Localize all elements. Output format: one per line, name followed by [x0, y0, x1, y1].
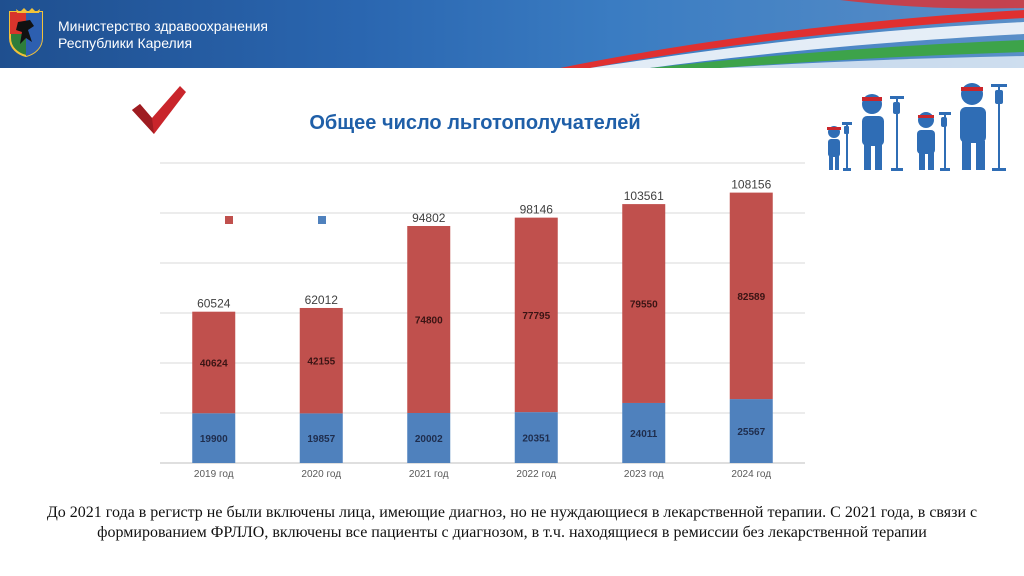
total-label: 98146	[520, 203, 554, 217]
data-label: 19857	[307, 434, 335, 445]
total-label: 103561	[624, 189, 664, 203]
total-label: 62012	[305, 293, 339, 307]
bar-segment	[407, 225, 451, 413]
legend-marker	[225, 216, 233, 224]
data-label: 79550	[630, 300, 658, 311]
x-tick-label: 2024 год	[731, 469, 771, 480]
x-tick-label: 2020 год	[301, 469, 341, 480]
data-label: 24011	[630, 429, 658, 440]
red-checkmark-icon	[132, 86, 186, 134]
footnote-text: До 2021 года в регистр не были включены …	[46, 504, 978, 541]
chart-grid	[160, 162, 805, 464]
data-label: 74800	[415, 315, 443, 326]
ministry-name-line1: Министерство здравоохранения	[58, 18, 268, 34]
total-label: 60524	[197, 297, 231, 311]
data-label: 20002	[415, 434, 443, 445]
bar-segment	[729, 192, 773, 400]
karelia-coat-of-arms-icon	[9, 8, 43, 58]
bar-segment	[192, 311, 236, 414]
total-label: 94802	[412, 211, 446, 225]
bar-segment	[622, 204, 666, 403]
header-bar: Министерство здравоохранения Республики …	[0, 0, 1024, 68]
bar-segment	[514, 217, 558, 413]
chart-legend	[225, 216, 326, 224]
bar-segment	[299, 413, 343, 463]
patients-with-iv-drips-icon	[827, 83, 1007, 171]
bar-segment	[192, 413, 236, 463]
data-label: 77795	[522, 311, 550, 322]
bar-segment	[407, 412, 451, 463]
bar-segment	[299, 307, 343, 414]
beneficiaries-chart: Общее число льготополучателей 19900 40624…	[160, 112, 805, 480]
x-tick-label: 2023 год	[624, 469, 664, 480]
x-tick-label: 2021 год	[409, 469, 449, 480]
bar-segment	[514, 412, 558, 463]
data-label: 42155	[307, 357, 335, 368]
ministry-name-line2: Республики Карелия	[58, 35, 193, 51]
total-label: 108156	[731, 178, 771, 192]
x-tick-label: 2019 год	[194, 469, 234, 480]
chart-labels: 19900 40624 60524 2019 год 19857 42155 62012 20…	[194, 178, 772, 480]
data-label: 19900	[200, 434, 228, 445]
data-label: 40624	[200, 358, 228, 369]
data-label: 20351	[522, 434, 550, 445]
chart-bars	[192, 192, 773, 463]
legend-marker	[318, 216, 326, 224]
x-tick-label: 2022 год	[516, 469, 556, 480]
flag-stripes-decoration	[560, 0, 1024, 68]
data-label: 82589	[737, 292, 765, 303]
bar-segment	[729, 399, 773, 463]
bar-segment	[622, 402, 666, 463]
chart-title: Общее число льготополучателей	[309, 112, 640, 134]
data-label: 25567	[737, 427, 765, 438]
